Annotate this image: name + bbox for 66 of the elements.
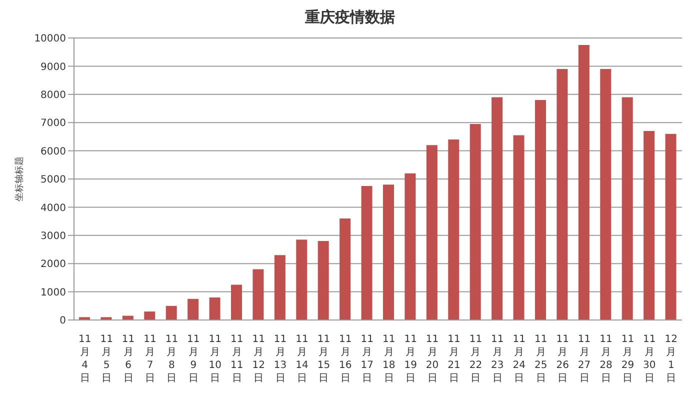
bar <box>665 134 676 320</box>
x-tick-label: 11月15日 <box>317 334 330 384</box>
x-tick-label: 12月1日 <box>664 334 678 384</box>
y-tick-label: 2000 <box>40 259 66 270</box>
x-tick-label: 11月24日 <box>512 334 526 384</box>
x-tick-label: 11月14日 <box>296 334 308 384</box>
x-tick-label: 11月19日 <box>404 334 417 384</box>
bar <box>296 240 308 320</box>
x-tick-label: 11月5日 <box>100 334 113 384</box>
bar <box>404 173 416 320</box>
y-tick-label: 8000 <box>40 90 66 101</box>
x-tick-label: 11月17日 <box>360 334 374 384</box>
x-tick-label: 11月28日 <box>600 334 612 384</box>
bar <box>535 100 546 320</box>
bar <box>578 45 590 320</box>
y-tick-label: 1000 <box>40 287 66 298</box>
x-tick-label: 11月30日 <box>643 334 656 384</box>
y-tick-label: 4000 <box>40 202 66 214</box>
bar <box>622 97 633 320</box>
bar <box>144 312 156 320</box>
y-tick-label: 5000 <box>40 174 66 186</box>
x-tick-label: 11月12日 <box>252 334 265 384</box>
bar <box>426 145 438 320</box>
y-tick-label: 0 <box>60 316 66 327</box>
x-tick-label: 11月20日 <box>426 334 439 384</box>
bar <box>274 255 286 320</box>
bar <box>188 298 199 320</box>
y-tick-label: 7000 <box>40 118 66 130</box>
x-tick-label: 11月16日 <box>339 334 352 384</box>
x-tick-label: 11月7日 <box>144 334 156 384</box>
y-tick-label: 3000 <box>40 230 66 242</box>
bar <box>513 135 524 320</box>
y-tick-label: 10000 <box>34 34 66 45</box>
x-tick-label: 11月10日 <box>208 334 222 384</box>
x-tick-label: 11月25日 <box>534 334 548 384</box>
x-tick-label: 11月29日 <box>621 334 634 384</box>
bar <box>361 186 372 320</box>
bar <box>556 69 568 320</box>
x-tick-label: 11月26日 <box>556 334 569 384</box>
bar <box>470 124 481 320</box>
bar <box>492 97 503 320</box>
bar <box>644 131 655 320</box>
bar <box>252 269 264 320</box>
y-tick-label: 6000 <box>40 146 66 158</box>
x-tick-label: 11月6日 <box>122 334 135 384</box>
y-axis-title: 坐标轴标题 <box>14 156 25 202</box>
x-tick-label: 11月22日 <box>469 334 482 384</box>
x-tick-label: 11月13日 <box>274 334 287 384</box>
x-tick-label: 11月18日 <box>382 334 396 384</box>
bar <box>383 184 394 320</box>
bar <box>209 297 220 320</box>
x-tick-label: 11月21日 <box>448 334 460 384</box>
x-tick-label: 11月27日 <box>578 334 591 384</box>
chart-title: 重庆疫情数据 <box>304 8 396 28</box>
x-tick-label: 11月11日 <box>230 334 244 384</box>
x-tick-label: 11月8日 <box>165 334 178 384</box>
bar <box>318 241 329 320</box>
x-tick-label: 11月9日 <box>187 334 200 384</box>
x-tick-label: 11月23日 <box>491 334 504 384</box>
x-tick-label: 11月4日 <box>78 334 92 384</box>
bar <box>600 69 612 320</box>
bar <box>340 218 351 320</box>
bar <box>448 140 460 320</box>
bar <box>166 306 177 320</box>
y-tick-label: 9000 <box>40 62 66 73</box>
bar <box>231 284 242 320</box>
